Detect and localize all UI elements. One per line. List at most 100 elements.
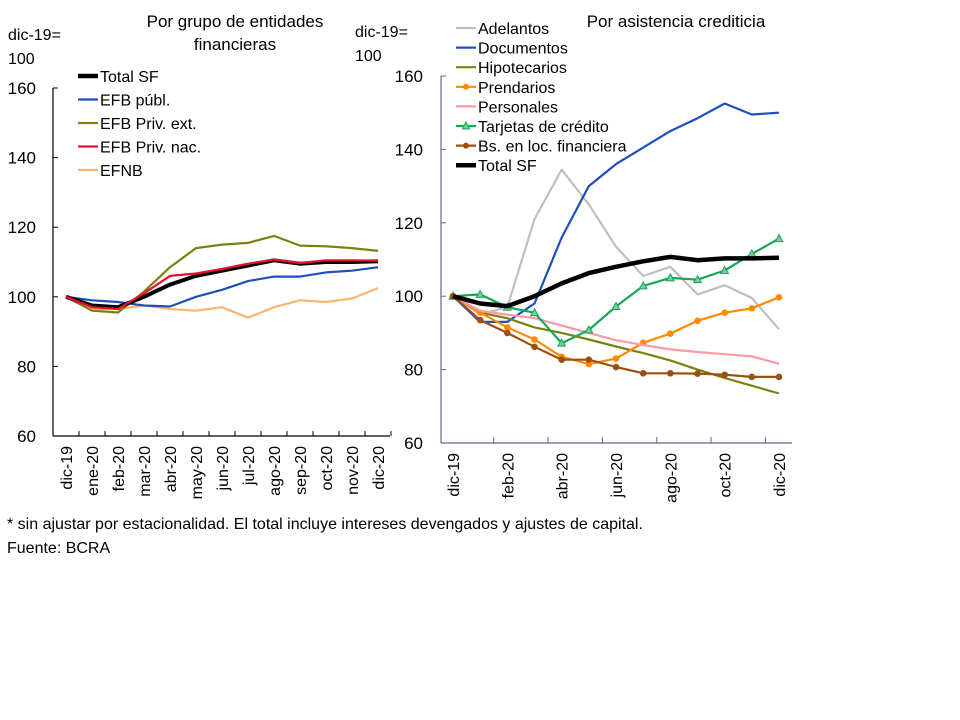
series-line-personales [452,295,780,365]
data-point [531,343,538,351]
y-axis-label: 100 [8,51,35,68]
legend-marker [463,142,469,149]
x-tick-label: abr-20 [163,446,180,492]
y-axis-label: dic-19= [355,24,408,41]
data-point [529,307,540,317]
y-tick-label: 60 [17,427,36,446]
legend-label: Documentos [478,41,568,58]
chart-panel-2: Por asistencia crediticia dic-19= 100 60 80 1… [355,12,792,503]
series-line-total-sf [452,254,780,309]
y-tick-label: 120 [395,214,423,233]
x-tick-label: jun-20 [215,446,232,492]
y-tick-label: 160 [8,79,36,98]
data-point [558,356,565,363]
legend-label: Adelantos [478,21,549,38]
data-point [475,289,485,298]
data-point [692,274,703,284]
data-point [667,330,674,337]
x-tick-label: oct-20 [718,453,735,498]
legend-label: Personales [478,99,558,116]
legend-item: Prendarios [456,80,555,97]
data-point [665,272,675,282]
y-tick-label: 160 [395,67,423,86]
x-tick-label: oct-20 [319,446,336,491]
series-line-efb-priv-nac- [65,258,379,311]
legend-label: Hipotecarios [478,60,567,77]
legend: Adelantos Documentos Hipotecarios Prendario… [456,21,627,175]
legend-label: Total SF [478,158,537,175]
data-point [584,324,594,334]
y-tick-label: 120 [8,218,36,237]
x-tick-label: feb-20 [111,446,128,491]
chart-title: Por grupo de entidades [147,12,324,31]
x-tick-label: sep-20 [293,446,310,495]
data-point [720,265,730,275]
series-line-total-sf [65,258,379,310]
data-point [775,294,783,301]
series-line-efnb [65,287,379,319]
x-tick-label: dic-19 [446,453,463,497]
x-tick-label: ene-20 [85,446,102,496]
y-tick-label: 60 [404,434,423,453]
legend-item: Personales [456,99,558,116]
data-point [612,363,620,371]
data-point [667,369,674,377]
data-point [585,356,593,363]
legend-label: EFB Priv. ext. [100,116,197,133]
legend-item: Bs. en loc. financiera [456,139,627,156]
series-line-efb-p-bl- [65,266,379,308]
legend-label: EFNB [100,163,143,180]
x-tick-label: mar-20 [137,446,154,497]
x-tick-label: dic-20 [371,446,388,490]
legend-item: Total SF [78,69,159,86]
data-point [531,336,538,343]
data-point [504,324,511,331]
footnote: * sin ajustar por estacionalidad. El tot… [7,516,643,533]
data-point [775,373,783,381]
chart-title: Por asistencia crediticia [587,12,766,31]
legend-label: Tarjetas de crédito [478,119,609,136]
x-tick-label: may-20 [189,446,206,499]
x-tick-label: ago-20 [663,453,680,503]
legend-item: Total SF [456,158,537,175]
source-note: Fuente: BCRA [7,540,111,557]
legend-item: EFB públ. [78,93,170,110]
data-point [557,338,567,347]
data-point [639,369,647,377]
legend-item: Tarjetas de crédito [456,119,609,136]
x-tick-label: feb-20 [500,453,517,498]
legend-label: Total SF [100,69,159,86]
x-tick-label: nov-20 [345,446,362,495]
legend-label: Bs. en loc. financiera [478,139,627,156]
legend-item: Adelantos [456,21,549,38]
legend-marker [463,83,469,90]
chart-panel-1: Por grupo de entidades financieras dic-19=… [8,12,392,499]
series-line-tarjetas-de-cr-dito [452,237,780,345]
data-point [721,371,728,379]
y-tick-label: 80 [17,357,36,376]
y-tick-label: 100 [395,287,423,306]
x-tick-label: jul-20 [241,446,258,486]
y-tick-label: 80 [404,361,423,380]
x-tick-label: dic-19 [59,446,76,490]
legend-item: Hipotecarios [456,60,567,77]
series-line-documentos [452,102,780,323]
legend-marker [461,120,471,130]
legend-item: EFB Priv. nac. [78,140,201,157]
legend-label: EFB Priv. nac. [100,140,201,157]
y-tick-label: 140 [395,140,423,159]
x-tick-label: jun-20 [609,453,626,499]
legend: Total SF EFB públ. EFB Priv. ext. EFB Priv.… [78,69,201,180]
data-point [611,301,621,310]
data-point [748,373,756,381]
legend-item: EFB Priv. ext. [78,116,197,133]
legend-label: Prendarios [478,80,555,97]
series-line-efb-priv-ext- [65,234,379,314]
data-point [476,316,484,324]
data-point [748,305,756,312]
legend-label: EFB públ. [100,93,170,110]
data-point [774,233,784,243]
data-point [694,317,701,325]
legend-item: Documentos [456,41,568,58]
